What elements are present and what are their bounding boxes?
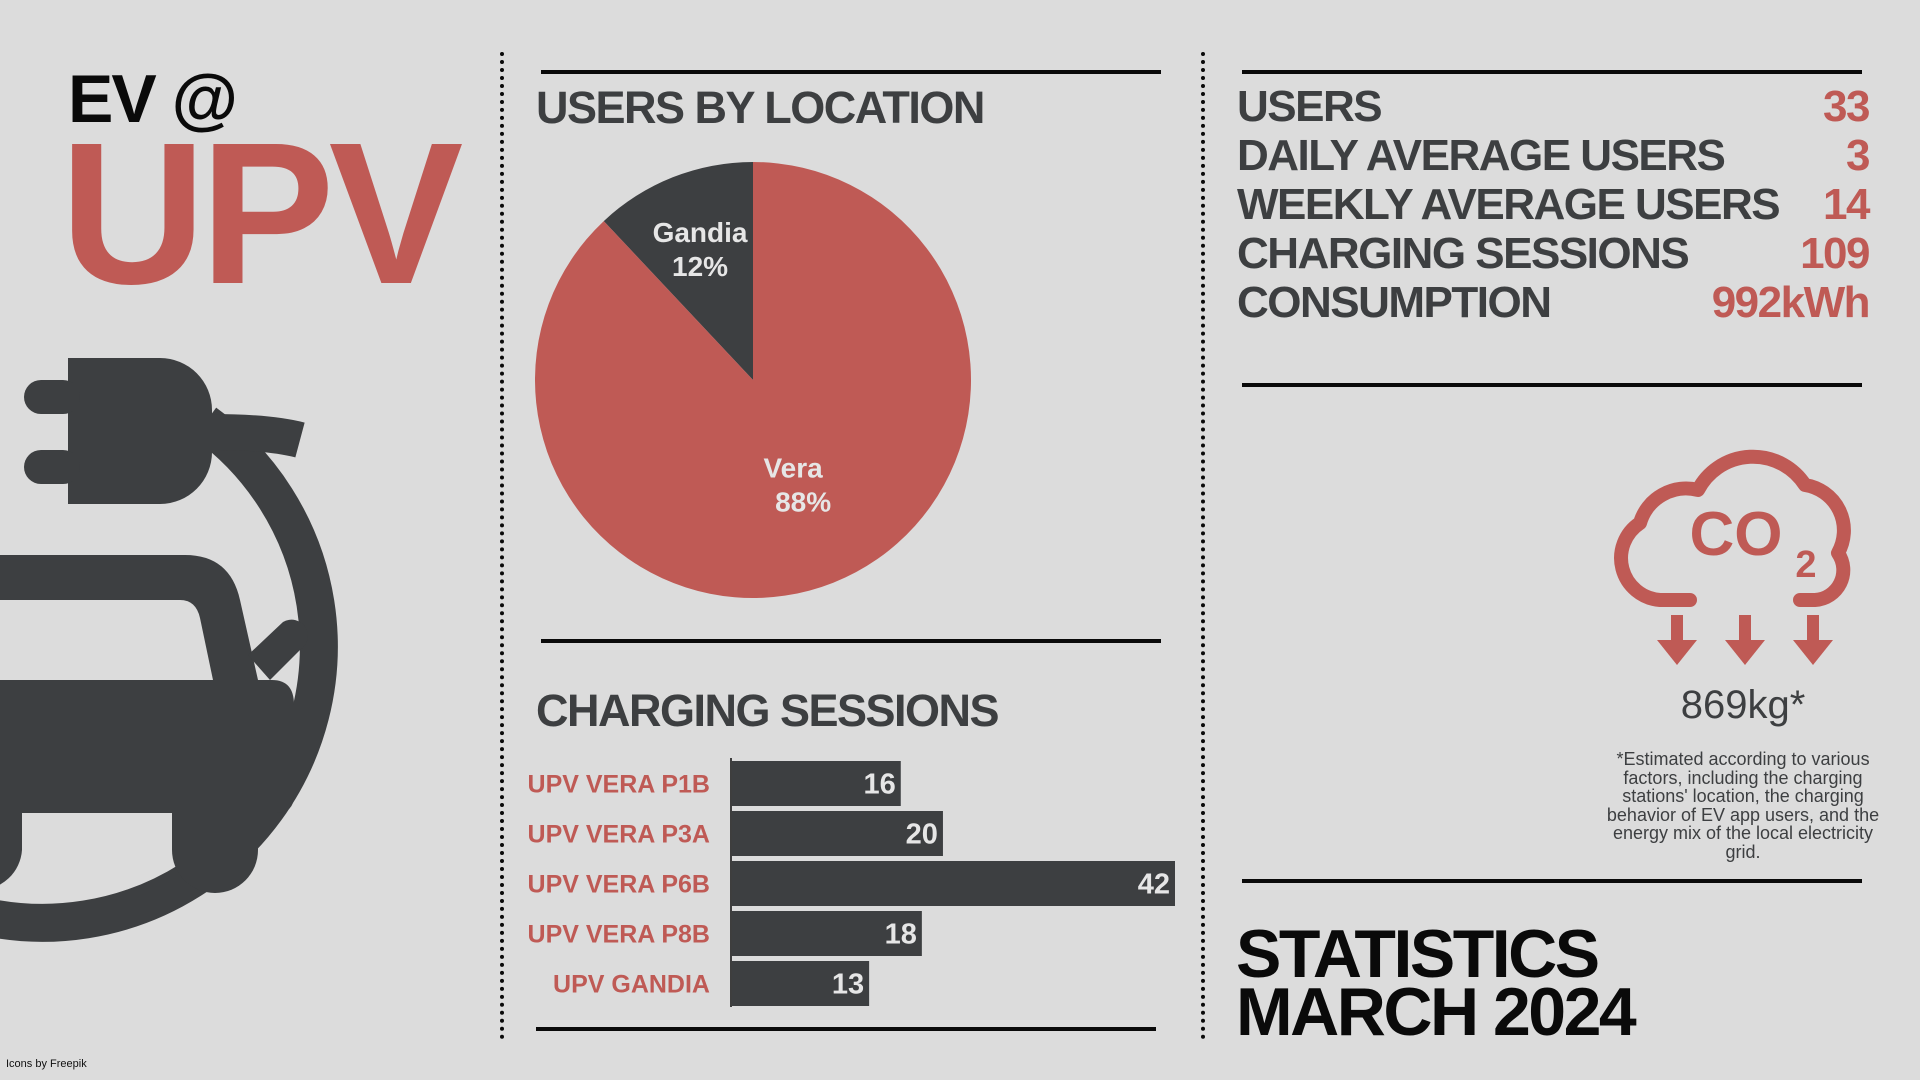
down-arrow-icon: [1657, 615, 1697, 665]
divider: [541, 639, 1161, 643]
pie-label-vera: Vera: [764, 452, 824, 483]
svg-text:CO: CO: [1690, 500, 1783, 569]
footer-statistics: STATISTICS: [1236, 916, 1600, 992]
bar-category-label: UPV VERA P1B: [528, 771, 710, 799]
divider: [541, 70, 1161, 74]
bar-category-label: UPV VERA P3A: [528, 821, 710, 849]
down-arrow-icon: [1725, 615, 1765, 665]
title-ev: EV @: [68, 61, 238, 137]
down-arrow-icon: [1793, 615, 1833, 665]
co2-value: 869kg*: [1680, 683, 1806, 727]
pie-value-vera: 88%: [775, 486, 831, 517]
pie-slice-vera: [534, 162, 971, 598]
bar-upv-vera-p8b: [732, 911, 922, 956]
stat-label-charging-sessions: CHARGING SESSIONS: [1237, 229, 1690, 278]
stat-label-daily-average: DAILY AVERAGE USERS: [1237, 131, 1726, 180]
icon-credit: Icons by Freepik: [6, 1058, 87, 1070]
column-divider: [500, 52, 504, 1040]
pie-chart-title: USERS BY LOCATION: [536, 82, 985, 133]
bar-value-label: 13: [832, 969, 864, 1001]
pie-slice-gandia: [603, 162, 753, 380]
divider: [1242, 383, 1862, 387]
stat-value-charging-sessions: 109: [1800, 229, 1870, 278]
divider: [536, 1027, 1156, 1031]
pie-value-gandia: 12%: [672, 251, 728, 282]
footer-month: MARCH 2024: [1236, 974, 1637, 1050]
bar-upv-vera-p6b: [732, 861, 1175, 906]
stat-value-consumption: 992kWh: [1711, 278, 1871, 327]
stat-label-users: USERS: [1237, 82, 1383, 131]
bar-value-label: 18: [885, 919, 917, 951]
stat-value-weekly-average: 14: [1823, 180, 1870, 229]
bar-category-label: UPV VERA P8B: [528, 921, 710, 949]
bar-category-label: UPV GANDIA: [553, 971, 710, 999]
divider: [1242, 70, 1862, 74]
bar-upv-vera-p3a: [732, 811, 943, 856]
bar-category-label: UPV VERA P6B: [528, 871, 710, 899]
co2-footnote: *Estimated according to various factors,…: [1606, 749, 1880, 862]
stat-value-users: 33: [1823, 82, 1870, 131]
title-upv: UPV: [60, 100, 463, 326]
stat-value-daily-average: 3: [1846, 131, 1870, 180]
stat-label-consumption: CONSUMPTION: [1237, 278, 1552, 327]
column-divider: [1201, 52, 1205, 1040]
co2-cloud-icon: CO 2: [1614, 449, 1851, 665]
bar-chart-title: CHARGING SESSIONS: [536, 685, 1000, 736]
pie-label-gandia: Gandia: [653, 217, 748, 248]
bar-value-label: 20: [906, 819, 938, 851]
ev-charging-car-icon: [0, 358, 338, 942]
stat-label-weekly-average: WEEKLY AVERAGE USERS: [1237, 180, 1781, 229]
bar-value-label: 42: [1138, 869, 1170, 901]
bar-upv-gandia: [732, 961, 870, 1006]
bar-value-label: 16: [863, 769, 895, 801]
bar-upv-vera-p1b: [732, 761, 901, 806]
charging-sessions-bar-chart: 16 UPV VERA P1B 20 UPV VERA P3A 42 UPV VERA P…: [528, 758, 1175, 1007]
divider: [1242, 879, 1862, 883]
svg-text:2: 2: [1795, 544, 1816, 586]
